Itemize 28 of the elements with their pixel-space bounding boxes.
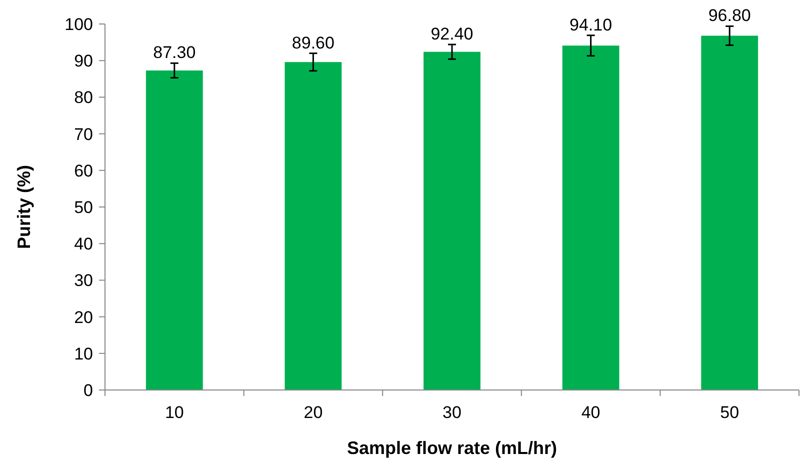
x-tick-label: 50: [720, 403, 740, 422]
x-tick-label: 40: [581, 403, 600, 422]
x-tick-label: 10: [164, 403, 184, 422]
y-tick-label: 20: [74, 308, 93, 327]
y-tick-label: 0: [84, 380, 93, 400]
y-tick-label: 100: [64, 14, 93, 34]
y-tick-label: 10: [74, 344, 93, 364]
x-tick-label: 30: [442, 403, 462, 422]
bar: [701, 36, 758, 390]
data-label: 89.60: [292, 33, 334, 52]
bar: [424, 52, 480, 390]
x-axis-title: Sample flow rate (mL/hr): [346, 438, 558, 458]
data-label: 87.30: [153, 43, 196, 62]
data-label: 92.40: [430, 24, 474, 44]
bar: [146, 70, 203, 390]
y-tick-label: 80: [74, 88, 93, 108]
y-axis-title: Purity (%): [14, 164, 34, 250]
y-tick-label: 50: [74, 198, 93, 217]
y-tick-label: 70: [74, 124, 93, 144]
y-tick-label: 40: [74, 234, 93, 254]
y-tick-label: 90: [74, 52, 93, 71]
y-tick-label: 30: [74, 271, 93, 290]
data-label: 94.10: [570, 15, 612, 34]
data-label: 96.80: [708, 6, 751, 26]
x-tick-label: 20: [304, 403, 323, 422]
bar: [562, 46, 620, 390]
y-tick-label: 60: [74, 161, 93, 180]
bar: [284, 62, 342, 390]
